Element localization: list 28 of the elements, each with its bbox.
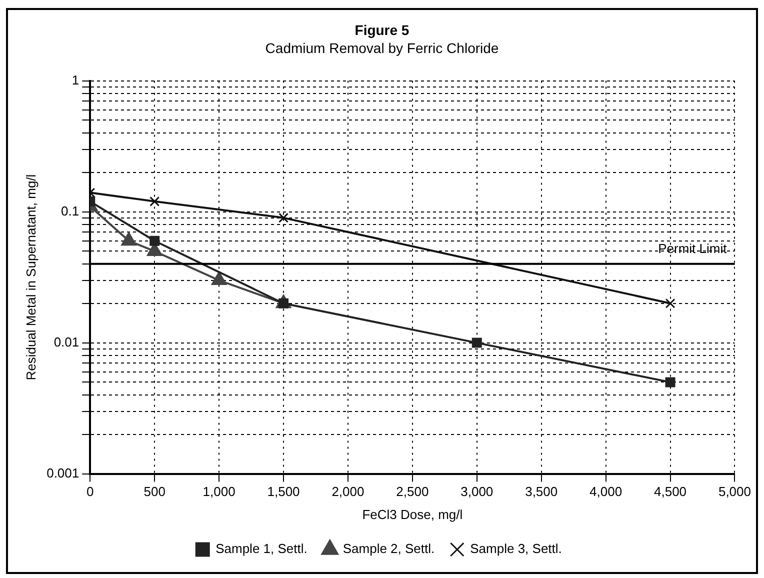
legend-label: Sample 1, Settl. <box>216 541 308 556</box>
x-tick-label: 500 <box>144 484 166 500</box>
x-tick-label: 4,000 <box>590 484 622 500</box>
x-tick-label: 0 <box>86 484 94 500</box>
point <box>665 298 676 308</box>
y-axis-title: Residual Metal in Supernatant, mg/l <box>23 174 38 380</box>
y-tick-label: 0.1 <box>61 203 80 218</box>
legend-label: Sample 3, Settl. <box>470 541 562 556</box>
point <box>472 338 482 348</box>
point <box>150 196 160 206</box>
chart-title: Figure 5 <box>354 22 410 38</box>
x-tick-label: 3,500 <box>525 484 558 500</box>
point <box>278 212 289 223</box>
legend-label: Sample 2, Settl. <box>342 541 435 556</box>
chart-subtitle: Cadmium Removal by Ferric Chloride <box>264 40 500 56</box>
point <box>150 236 160 246</box>
y-tick-label: 0.01 <box>54 334 80 350</box>
x-tick-label: 2,500 <box>396 484 429 500</box>
x-tick-label: 1,500 <box>267 484 300 500</box>
x-tick-label: 2,000 <box>332 484 364 500</box>
x-tick-label: 3,000 <box>460 484 494 500</box>
x-axis-title: FeCl3 Dose, mg/l <box>362 506 463 522</box>
x-tick-label: 5,000 <box>718 484 752 500</box>
x-tick-label: 1,000 <box>202 484 236 500</box>
x-tick-label: 4,500 <box>654 484 687 500</box>
point <box>665 377 676 388</box>
y-tick-label: 1 <box>72 72 80 88</box>
y-tick-label: 0.001 <box>46 465 80 480</box>
